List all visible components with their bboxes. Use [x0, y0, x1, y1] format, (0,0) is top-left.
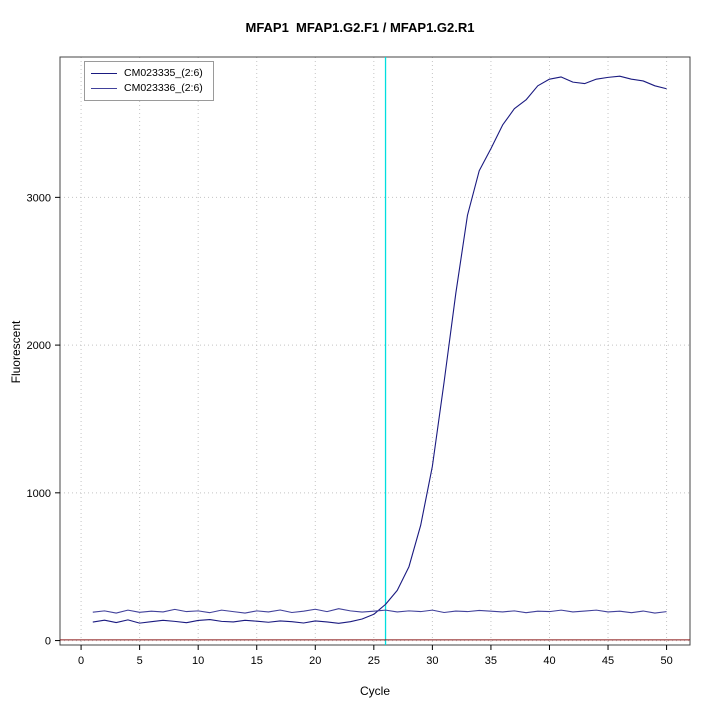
legend-item: CM023335_(2:6) [91, 66, 203, 81]
svg-text:5: 5 [137, 655, 143, 667]
legend-label-series2: CM023336_(2:6) [124, 82, 203, 94]
svg-text:10: 10 [192, 655, 204, 667]
svg-text:1000: 1000 [27, 488, 51, 500]
legend-label-series1: CM023335_(2:6) [124, 67, 203, 79]
chart-title: MFAP1 MFAP1.G2.F1 / MFAP1.G2.R1 [245, 20, 475, 35]
svg-text:40: 40 [543, 655, 555, 667]
svg-text:0: 0 [78, 655, 84, 667]
svg-text:25: 25 [368, 655, 380, 667]
svg-text:20: 20 [309, 655, 321, 667]
svg-text:50: 50 [660, 655, 672, 667]
legend-line-swatch-series2 [91, 88, 117, 89]
svg-text:15: 15 [251, 655, 263, 667]
svg-text:3000: 3000 [27, 192, 51, 204]
y-axis-label: Fluorescent [9, 320, 23, 384]
svg-text:30: 30 [426, 655, 438, 667]
svg-text:35: 35 [485, 655, 497, 667]
legend-item: CM023336_(2:6) [91, 81, 203, 96]
svg-text:0: 0 [45, 636, 51, 648]
legend: CM023335_(2:6) CM023336_(2:6) [84, 61, 214, 101]
svg-text:2000: 2000 [27, 340, 51, 352]
legend-line-swatch-series1 [91, 73, 117, 74]
x-axis-label: Cycle [359, 684, 390, 698]
svg-text:45: 45 [602, 655, 614, 667]
